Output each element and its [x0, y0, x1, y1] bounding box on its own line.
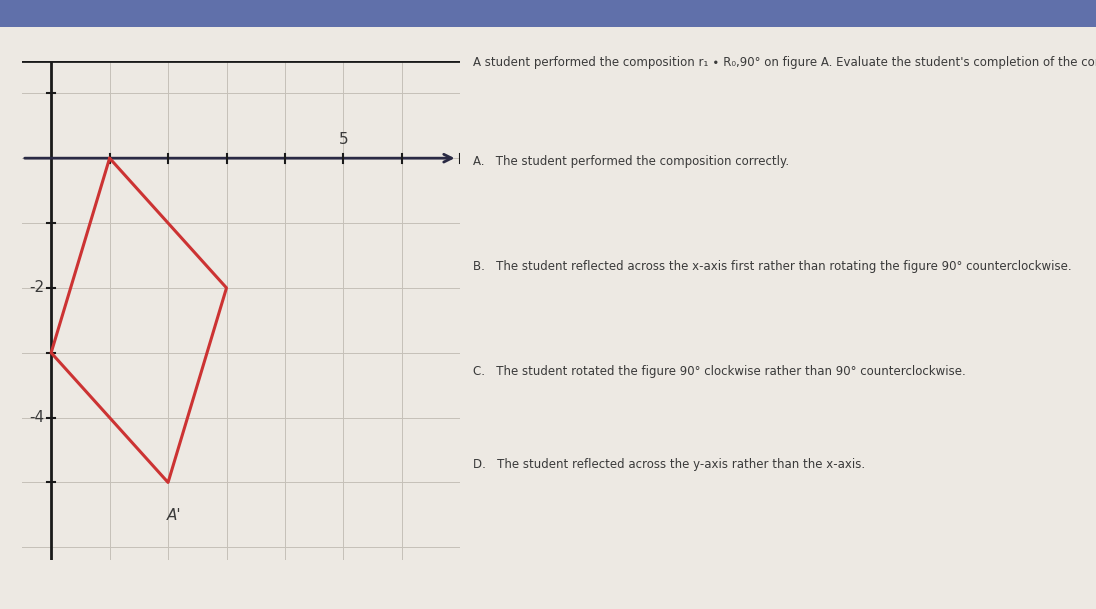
Text: C.   The student rotated the figure 90° clockwise rather than 90° counterclockwi: C. The student rotated the figure 90° cl…: [473, 365, 966, 378]
Text: -2: -2: [28, 280, 44, 295]
Text: D.   The student reflected across the y-axis rather than the x-axis.: D. The student reflected across the y-ax…: [473, 458, 865, 471]
Text: A': A': [167, 509, 181, 523]
Text: A student performed the composition r₁ ∙ R₀,90° on figure A. Evaluate the studen: A student performed the composition r₁ ∙…: [473, 57, 1096, 69]
Text: -4: -4: [28, 410, 44, 425]
Text: 5: 5: [339, 132, 349, 147]
Text: A.   The student performed the composition correctly.: A. The student performed the composition…: [473, 155, 789, 168]
Text: B.   The student reflected across the x-axis first rather than rotating the figu: B. The student reflected across the x-ax…: [473, 260, 1072, 273]
